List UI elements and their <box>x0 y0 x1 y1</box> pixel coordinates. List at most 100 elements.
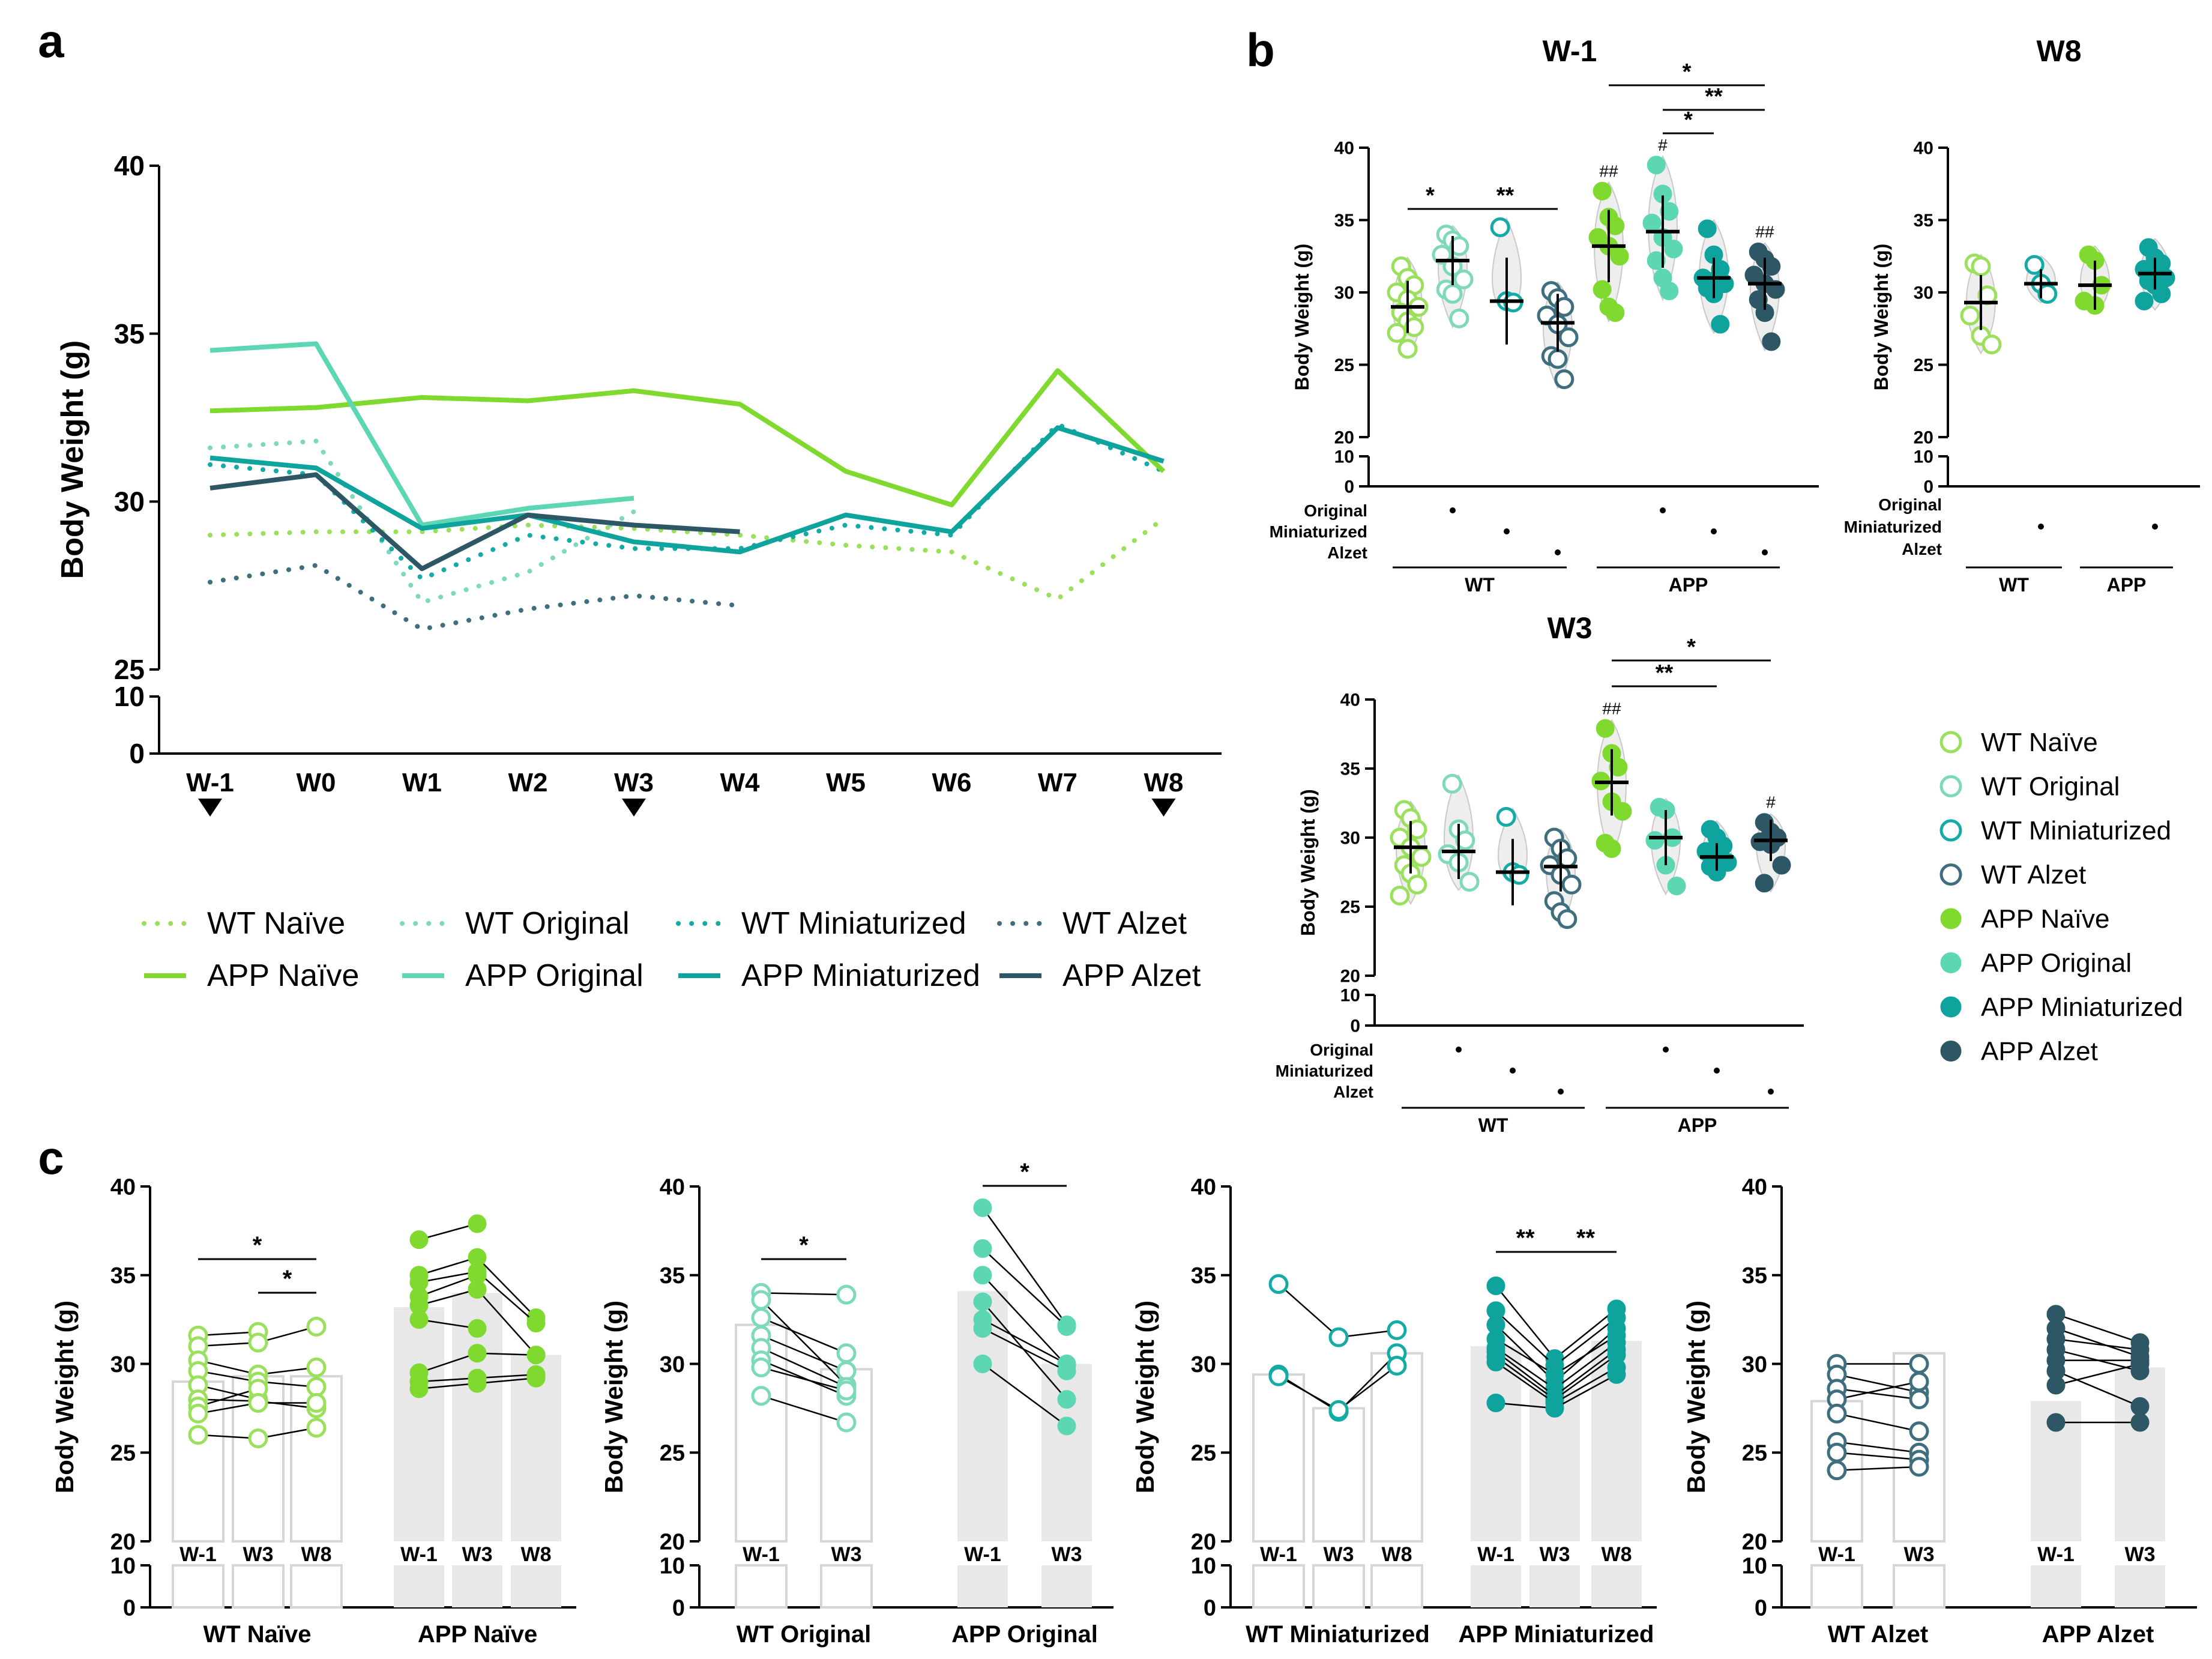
data-point <box>1755 874 1774 893</box>
group-label: APP Miniaturized <box>1459 1621 1654 1648</box>
subject-line <box>1495 1347 1555 1389</box>
y-tick-label: 30 <box>1340 829 1360 848</box>
y-tick-label: 30 <box>1334 283 1354 303</box>
design-dot <box>1663 1047 1669 1053</box>
injection-triangle-icon <box>198 799 222 817</box>
subject-line <box>1554 1335 1617 1376</box>
injection-triangle-icon <box>1151 799 1176 817</box>
y-axis-title: Body Weight (g) <box>50 1301 79 1493</box>
y-tick-label: 10 <box>1914 447 1933 467</box>
bar-lower <box>1471 1565 1521 1607</box>
x-tick-label: W8 <box>1602 1543 1632 1566</box>
legend-label: APP Original <box>1981 949 2132 978</box>
y-tick-label: 0 <box>672 1595 685 1621</box>
data-point <box>1057 1317 1076 1336</box>
subject-line <box>477 1257 537 1319</box>
y-tick-label: 25 <box>1340 898 1360 917</box>
data-point <box>1909 1389 1929 1410</box>
subject-line <box>1836 1413 1920 1433</box>
y-tick-label: 40 <box>1742 1174 1767 1200</box>
y-tick-label: 25 <box>1191 1441 1216 1466</box>
y-tick-label: 40 <box>1914 139 1933 159</box>
subject-line <box>477 1271 537 1324</box>
panel-label-b: b <box>1246 23 1275 76</box>
x-tick-label: W7 <box>1038 768 1077 797</box>
x-tick-label: W3 <box>831 1543 862 1566</box>
subject-line <box>761 1299 847 1386</box>
data-point <box>526 1346 546 1365</box>
data-point <box>1561 874 1582 895</box>
bar <box>2115 1367 2165 1541</box>
data-point <box>2024 255 2045 275</box>
genotype-label: WT <box>1465 574 1495 596</box>
y-tick-label: 30 <box>1914 283 1933 303</box>
subject-line <box>982 1274 1067 1367</box>
data-point <box>1667 877 1686 895</box>
subject-line <box>477 1377 537 1385</box>
y-tick-label: 0 <box>1755 1595 1767 1621</box>
legend-label: APP Miniaturized <box>741 958 980 993</box>
legend-marker <box>1939 863 1962 886</box>
y-tick-label: 25 <box>660 1441 685 1466</box>
data-point <box>306 1393 327 1413</box>
data-point <box>1554 297 1575 317</box>
data-point <box>1593 280 1612 299</box>
bar <box>1312 1407 1365 1543</box>
significance-label: * <box>1683 59 1692 85</box>
data-point <box>1606 216 1625 235</box>
y-tick-label: 20 <box>1340 967 1360 987</box>
hash-mark: # <box>1766 793 1776 812</box>
series-line-app-alzet <box>209 472 740 572</box>
subject-line <box>1554 1308 1617 1359</box>
significance-label: * <box>253 1232 262 1259</box>
bar-lower <box>1252 1564 1305 1609</box>
design-dot <box>2038 524 2044 530</box>
design-dot <box>1714 1068 1720 1074</box>
y-tick-label: 35 <box>1742 1263 1767 1289</box>
data-point <box>1909 1457 1929 1477</box>
group-label: WT Original <box>737 1621 871 1648</box>
y-tick-label: 0 <box>123 1595 136 1621</box>
legend-label: APP Alzet <box>1062 958 1201 993</box>
y-tick-label: 40 <box>1340 690 1360 710</box>
data-point <box>1981 334 2002 355</box>
y-axis-title: Body Weight (g) <box>1297 789 1319 936</box>
group-label: APP Naïve <box>418 1621 537 1648</box>
significance-label: ** <box>1705 84 1723 109</box>
row-label: Original <box>1304 501 1367 520</box>
data-point <box>1593 181 1612 201</box>
legend-label: WT Miniaturized <box>1981 816 2171 845</box>
y-tick-label: 35 <box>1334 211 1354 231</box>
y-tick-label: 40 <box>1334 139 1354 159</box>
bar-lower <box>172 1564 225 1609</box>
data-point <box>526 1368 546 1388</box>
panel-title: W8 <box>2037 34 2082 68</box>
data-point <box>306 1316 327 1337</box>
legend-label: WT Alzet <box>1062 906 1187 941</box>
data-point <box>751 1308 771 1328</box>
legend-marker <box>1939 775 1962 797</box>
data-point <box>973 1239 992 1258</box>
subject-line <box>1495 1402 1555 1409</box>
y-tick-label: 10 <box>110 1553 136 1579</box>
panel-c-naive: c 20 25 30 35 40 0 10 Body Weight (g) W-1 W3 W8 WT N… <box>38 1131 576 1648</box>
y-tick-label: 25 <box>114 654 145 685</box>
x-tick-label: W-1 <box>179 1543 217 1566</box>
data-point <box>1397 339 1418 359</box>
data-point <box>1554 369 1575 390</box>
series-line-wt-original <box>208 438 636 605</box>
data-point <box>973 1292 992 1311</box>
bar <box>394 1307 444 1541</box>
y-tick-label: 0 <box>129 738 145 769</box>
data-point <box>1596 719 1615 738</box>
subject-line <box>418 1382 478 1390</box>
subject-line <box>761 1347 847 1388</box>
x-tick-label: W8 <box>1382 1543 1412 1566</box>
x-tick-label: W4 <box>720 768 761 797</box>
subject-line <box>1495 1350 1555 1397</box>
y-tick-label: 10 <box>1191 1553 1216 1579</box>
data-point <box>188 1425 208 1445</box>
panel-c-alzet: 20 25 30 35 40 0 10 Body Weight (g) W-1 W3 WT Alze… <box>1682 1174 2197 1648</box>
data-point <box>2046 1413 2066 1432</box>
legend-label: APP Alzet <box>1981 1037 2098 1066</box>
